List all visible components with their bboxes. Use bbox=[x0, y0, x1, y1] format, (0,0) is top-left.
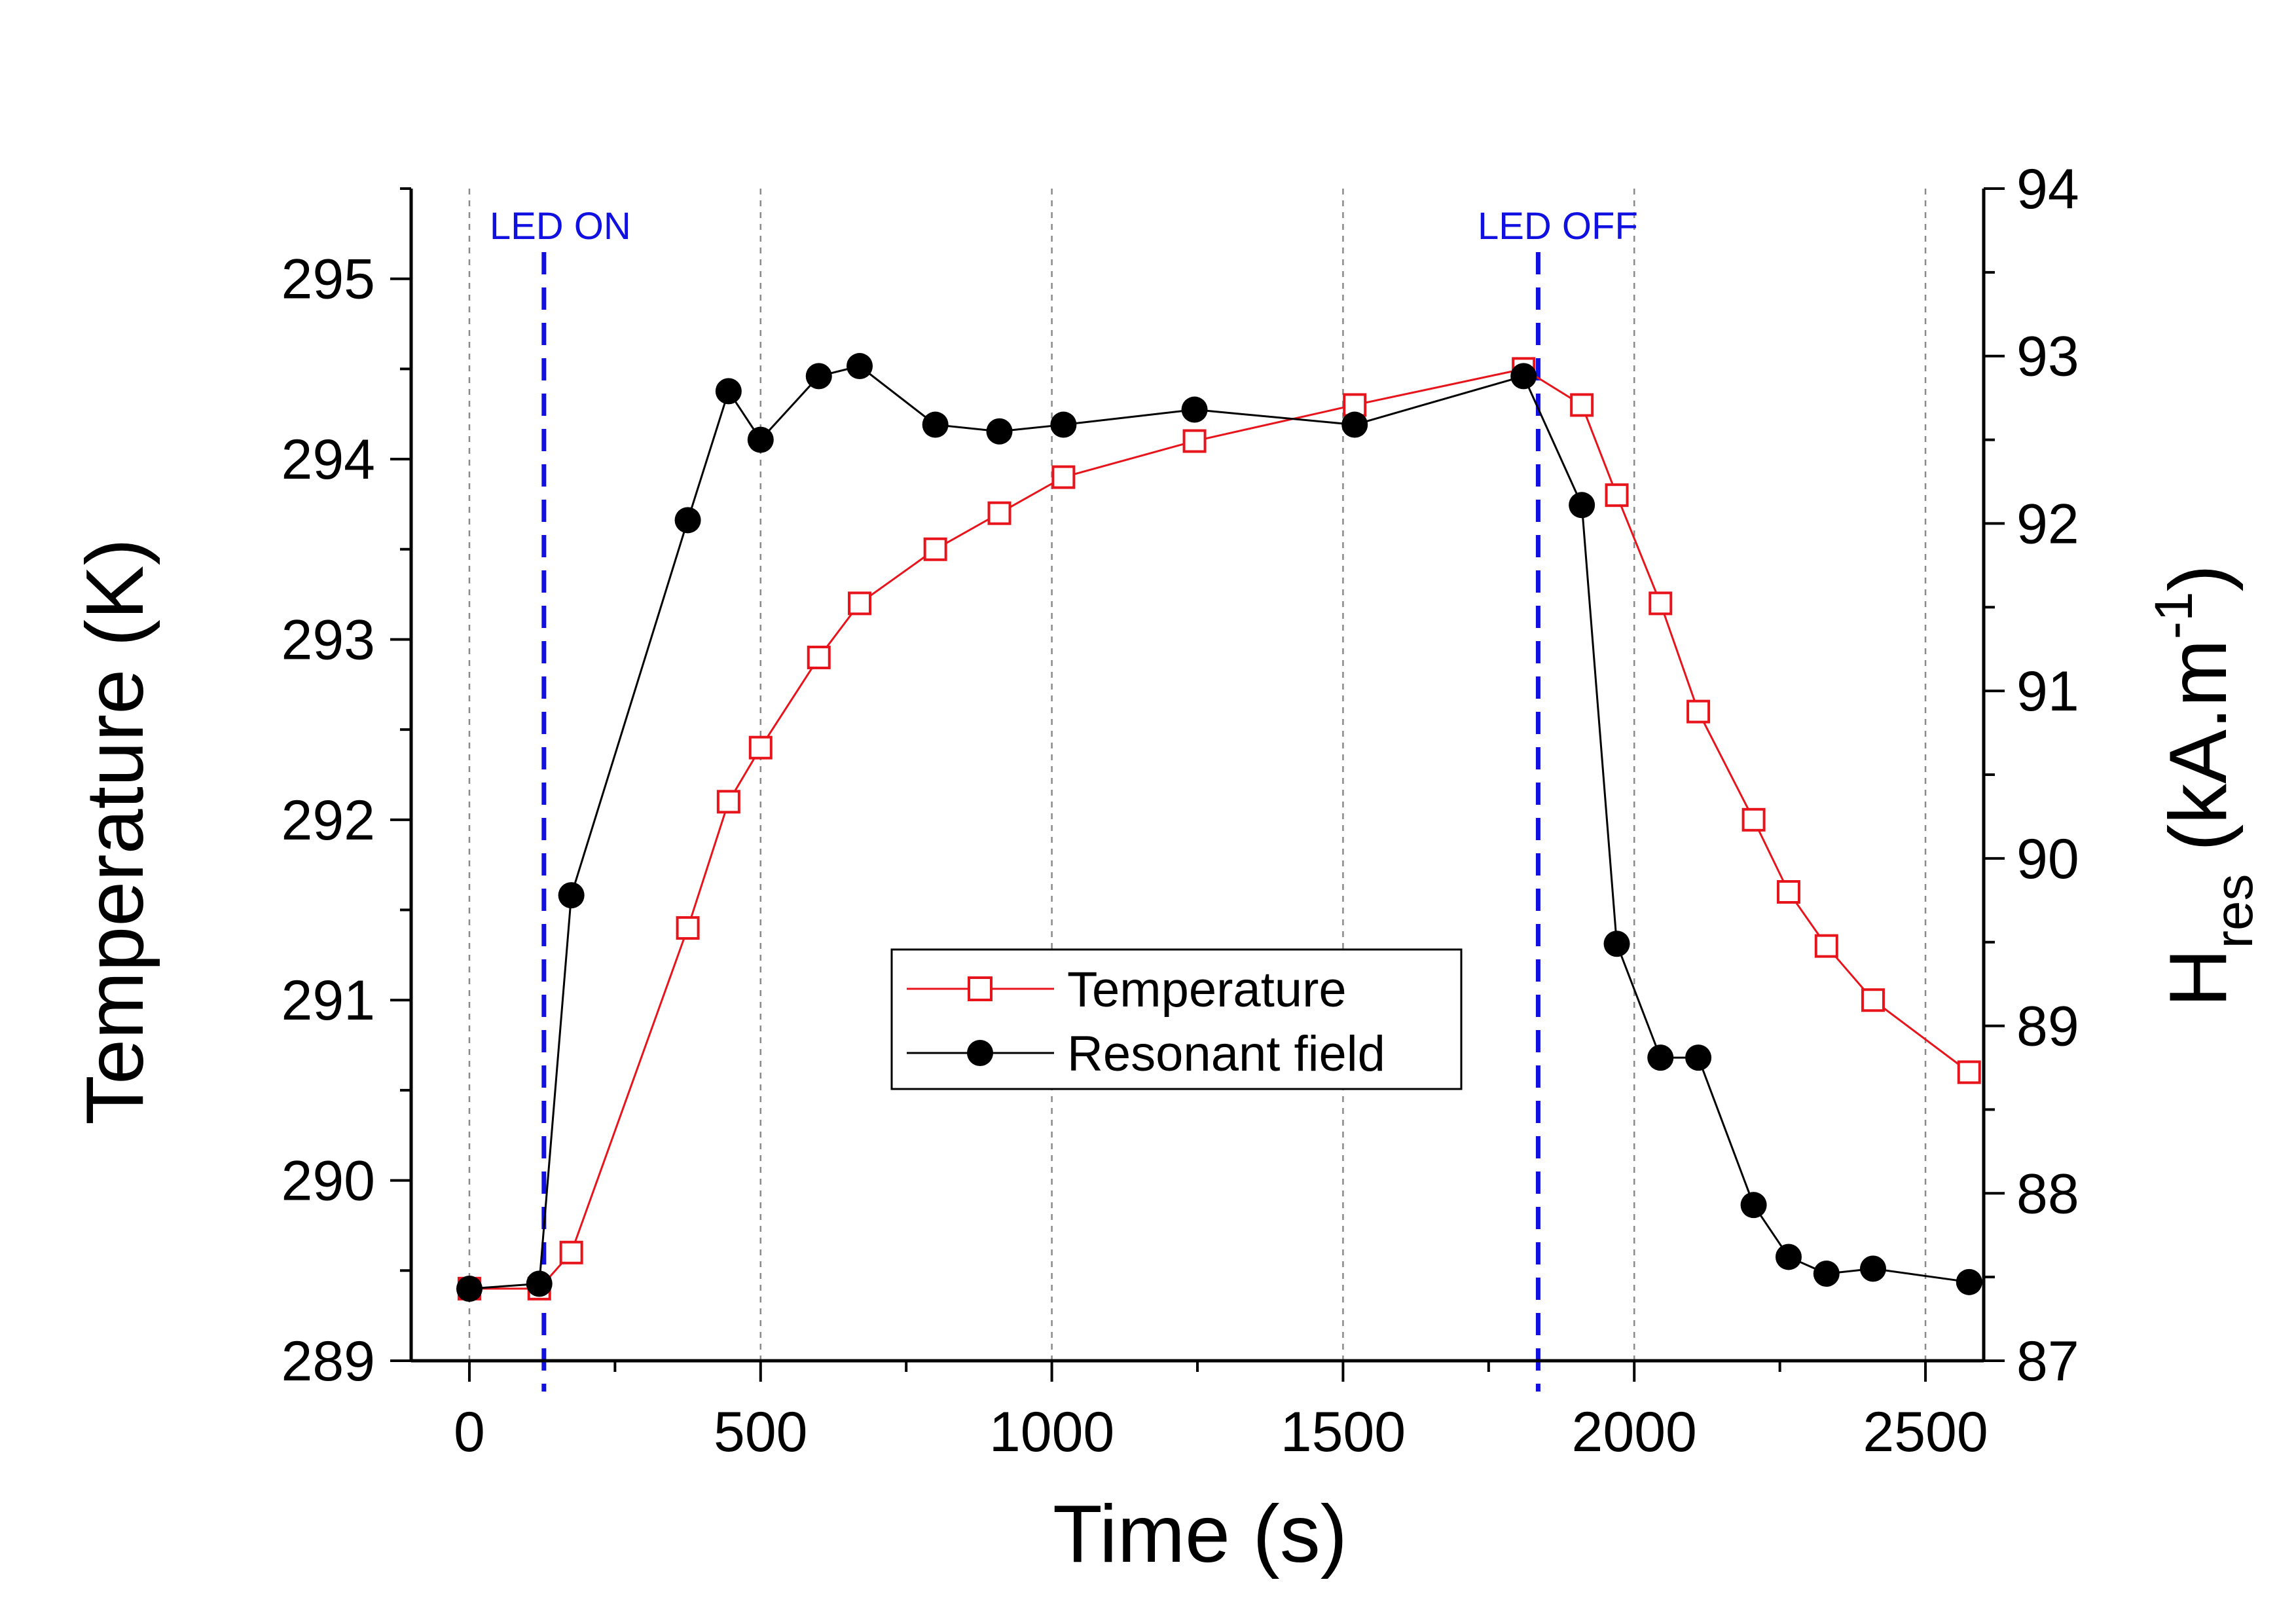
data-point-temperature bbox=[559, 1240, 583, 1264]
y-left-tick-label: 293 bbox=[282, 608, 376, 671]
y-right-title-main: H bbox=[2153, 948, 2244, 1007]
data-point-resonant-field bbox=[1685, 1044, 1712, 1071]
y-left-tick-label: 292 bbox=[282, 789, 376, 852]
data-point-temperature bbox=[676, 916, 700, 940]
x-tick-label: 1500 bbox=[1281, 1401, 1406, 1464]
data-point-resonant-field bbox=[1510, 363, 1537, 390]
legend-label-temperature: Temperature bbox=[1067, 962, 1347, 1018]
data-point-resonant-field bbox=[922, 411, 949, 438]
data-point-resonant-field bbox=[747, 426, 774, 453]
x-tick-label: 500 bbox=[714, 1401, 808, 1464]
legend-marker-resonant-field bbox=[967, 1040, 993, 1066]
legend-marker-temperature bbox=[968, 976, 993, 1001]
series-layer bbox=[456, 353, 1982, 1302]
y-left-tick-label: 294 bbox=[282, 428, 376, 491]
y-right-tick-label: 91 bbox=[2016, 660, 2079, 723]
data-point-resonant-field bbox=[1603, 931, 1630, 957]
legend: Temperature Resonant field bbox=[890, 948, 1463, 1090]
data-point-temperature bbox=[1814, 934, 1838, 958]
legend-label-resonant-field: Resonant field bbox=[1067, 1026, 1385, 1082]
y-right-tick-label: 92 bbox=[2016, 492, 2079, 555]
annotation-led-on: LED ON bbox=[490, 205, 631, 248]
data-point-temperature bbox=[1182, 429, 1207, 453]
y-left-tick-label: 291 bbox=[282, 969, 376, 1032]
data-point-resonant-field bbox=[1050, 411, 1077, 438]
data-point-temperature bbox=[1051, 465, 1076, 489]
y-right-title-sup: -1 bbox=[2144, 591, 2204, 639]
data-point-resonant-field bbox=[715, 378, 742, 405]
y-left-axis-title: Temperature (K) bbox=[70, 538, 160, 1125]
data-point-temperature bbox=[807, 646, 831, 669]
data-point-temperature bbox=[1605, 483, 1629, 507]
annotation-led-off: LED OFF bbox=[1478, 205, 1638, 248]
data-point-temperature bbox=[748, 735, 773, 760]
data-point-resonant-field bbox=[847, 353, 873, 380]
y-right-title-spacer bbox=[2153, 851, 2244, 874]
x-tick-label: 0 bbox=[454, 1401, 485, 1464]
data-point-resonant-field bbox=[1813, 1261, 1840, 1287]
y-right-axis-title: Hres (kA.m-1) bbox=[2144, 564, 2264, 1007]
data-point-temperature bbox=[987, 501, 1011, 525]
y-left-tick-label: 295 bbox=[282, 248, 376, 311]
y-left-tick-label: 289 bbox=[282, 1330, 376, 1393]
data-point-temperature bbox=[1686, 699, 1711, 724]
data-point-resonant-field bbox=[1181, 396, 1208, 423]
data-point-temperature bbox=[848, 591, 872, 616]
y-right-title-sub: res bbox=[2204, 874, 2264, 948]
data-point-resonant-field bbox=[456, 1276, 483, 1302]
data-point-resonant-field bbox=[986, 418, 1013, 445]
data-point-resonant-field bbox=[526, 1270, 553, 1297]
data-point-temperature bbox=[1570, 393, 1594, 417]
y-right-tick-label: 88 bbox=[2016, 1162, 2079, 1225]
data-point-resonant-field bbox=[1569, 492, 1595, 519]
annotation-lines bbox=[541, 252, 1540, 1392]
x-axis-title: Time (s) bbox=[1053, 1489, 1347, 1579]
y-right-tick-label: 90 bbox=[2016, 828, 2079, 891]
data-point-temperature bbox=[1741, 807, 1766, 832]
y-right-tick-label: 87 bbox=[2016, 1330, 2079, 1393]
data-point-resonant-field bbox=[1859, 1255, 1886, 1282]
legend-box bbox=[890, 948, 1463, 1090]
x-tick-label: 2500 bbox=[1863, 1401, 1988, 1464]
data-point-temperature bbox=[923, 537, 947, 561]
data-point-temperature bbox=[1957, 1060, 1981, 1084]
data-point-resonant-field bbox=[1775, 1244, 1802, 1270]
x-tick-label: 2000 bbox=[1572, 1401, 1697, 1464]
x-tick-label: 1000 bbox=[989, 1401, 1114, 1464]
y-right-tick-label: 89 bbox=[2016, 995, 2079, 1058]
data-point-resonant-field bbox=[1341, 411, 1368, 438]
data-point-resonant-field bbox=[805, 363, 832, 390]
y-right-title-unit: (kA.m bbox=[2153, 639, 2244, 851]
data-point-resonant-field bbox=[674, 507, 701, 534]
y-right-tick-label: 94 bbox=[2016, 158, 2079, 221]
data-point-resonant-field bbox=[558, 882, 585, 909]
data-point-temperature bbox=[716, 790, 740, 814]
y-right-title-close: ) bbox=[2153, 564, 2244, 591]
y-left-tick-label: 290 bbox=[282, 1150, 376, 1213]
data-point-resonant-field bbox=[1740, 1192, 1767, 1219]
data-point-temperature bbox=[1861, 988, 1885, 1012]
data-point-temperature bbox=[1649, 591, 1673, 616]
data-point-resonant-field bbox=[1956, 1268, 1982, 1295]
data-point-resonant-field bbox=[1647, 1044, 1674, 1071]
ticks: 0 500 1000 1500 2000 2500 289 290 291 292 293 294 29… bbox=[282, 158, 2079, 1464]
data-point-temperature bbox=[1776, 880, 1800, 904]
y-right-tick-label: 93 bbox=[2016, 325, 2079, 388]
